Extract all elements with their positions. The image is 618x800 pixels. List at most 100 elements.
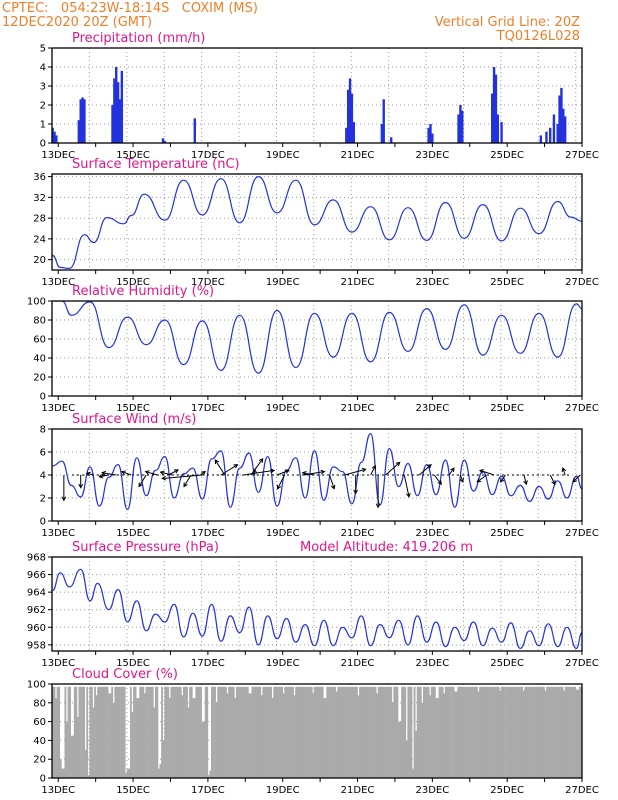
cloud-bar xyxy=(229,686,232,778)
cloud-bar xyxy=(86,686,89,778)
cloud-bar xyxy=(225,686,227,778)
cloud-bar xyxy=(120,686,123,778)
cloud-bar xyxy=(84,749,87,778)
y-tick-label: 40 xyxy=(33,736,46,747)
panel-pressure: Surface Pressure (hPa) Model Altitude: 41… xyxy=(27,540,599,669)
cloud-bar xyxy=(564,686,567,778)
cloud-bar xyxy=(407,686,410,778)
cloud-bar xyxy=(196,686,199,778)
cloud-bar xyxy=(493,686,495,778)
cloud-bar xyxy=(139,686,142,778)
wind-vector-head xyxy=(437,480,442,486)
cloud-bar xyxy=(246,686,249,778)
cloud-bar xyxy=(572,686,575,778)
precip-bar xyxy=(459,105,462,143)
precip-bar xyxy=(113,78,116,143)
cloud-bar xyxy=(369,686,372,778)
cloud-bar xyxy=(525,686,528,778)
cloud-bar xyxy=(281,686,284,778)
cloud-bar xyxy=(237,686,240,778)
wind-vector-head xyxy=(406,492,411,498)
cloud-bar xyxy=(249,693,252,778)
panel-content xyxy=(52,686,582,778)
precip-bar xyxy=(390,137,393,143)
cloud-bar xyxy=(443,693,446,778)
cloud-bar xyxy=(87,775,90,778)
cloud-bar xyxy=(452,686,455,778)
series-line xyxy=(52,175,582,270)
cloud-bar xyxy=(97,686,100,778)
precip-bar xyxy=(549,127,552,143)
cloud-bar xyxy=(536,686,539,778)
cloud-bar xyxy=(435,698,438,778)
cloud-bar xyxy=(321,686,324,778)
x-tick-label: 23DEC xyxy=(415,150,449,161)
cloud-bar xyxy=(480,686,483,778)
precip-bar xyxy=(55,135,58,143)
x-tick-label: 13DEC xyxy=(41,277,75,288)
cloud-bar xyxy=(126,768,129,778)
precip-bar xyxy=(83,99,86,143)
x-tick-label: 15DEC xyxy=(116,528,150,539)
precip-bar xyxy=(81,97,84,143)
cloud-bar xyxy=(429,695,432,778)
wind-vector-head xyxy=(551,480,556,486)
y-tick-label: 0 xyxy=(40,774,46,785)
cloud-bar xyxy=(471,686,474,778)
x-tick-label: 23DEC xyxy=(415,403,449,414)
precip-bar xyxy=(562,108,565,143)
cloud-bar xyxy=(131,712,134,778)
x-tick-label: 15DEC xyxy=(116,403,150,414)
panel-frame xyxy=(51,428,583,522)
wind-vector xyxy=(102,472,117,476)
cloud-bar xyxy=(302,686,305,778)
cloud-bar xyxy=(161,686,163,778)
cloud-bar xyxy=(285,686,288,778)
panel-annotation: Model Altitude: 419.206 m xyxy=(300,540,473,555)
precip-bar xyxy=(560,87,563,143)
cloud-bar xyxy=(552,686,555,778)
cloud-bar xyxy=(398,721,400,778)
cloud-bar xyxy=(405,740,408,778)
x-tick-label: 17DEC xyxy=(191,277,225,288)
cloud-bar xyxy=(416,686,419,778)
cloud-bar xyxy=(532,686,534,778)
wind-vector xyxy=(99,474,109,478)
precip-bar xyxy=(431,133,434,143)
wind-vector-head xyxy=(395,461,401,467)
wind-vector xyxy=(243,469,275,476)
cloud-bar xyxy=(109,693,112,778)
cloud-bar xyxy=(396,686,399,778)
precip-bar xyxy=(552,114,556,143)
cloud-bar xyxy=(75,686,78,778)
precip-bar xyxy=(382,99,385,143)
panel-title: Surface Temperature (nC) xyxy=(72,157,240,172)
cloud-bar xyxy=(483,686,486,778)
x-tick-label: 17DEC xyxy=(191,658,225,669)
cloud-bar xyxy=(267,686,269,778)
precip-bar xyxy=(116,82,120,143)
cloud-bar xyxy=(310,686,313,778)
wind-vector xyxy=(344,468,366,476)
cloud-bar xyxy=(477,691,480,778)
precip-bar xyxy=(429,124,432,143)
cloud-bar xyxy=(215,702,218,778)
cloud-bar xyxy=(410,686,413,778)
cloud-bar xyxy=(164,686,167,778)
wind-vector-head xyxy=(276,484,282,490)
x-tick-label: 27DEC xyxy=(565,528,599,539)
y-tick-label: 2 xyxy=(40,101,46,112)
cloud-bar xyxy=(52,686,54,778)
panels: Precipitation (mm/h) 0 1 2 3 4 5 13DEC 15DEC 17DE… xyxy=(27,31,599,796)
cloud-bar xyxy=(522,690,525,778)
precip-bar xyxy=(492,67,496,143)
cloud-bar xyxy=(70,735,73,778)
cloud-bar xyxy=(466,686,469,778)
x-tick-label: 13DEC xyxy=(41,785,75,796)
cloud-bar xyxy=(306,686,308,778)
x-tick-label: 25DEC xyxy=(490,277,524,288)
cloud-bar xyxy=(360,686,363,778)
y-tick-label: 0 xyxy=(40,392,46,403)
cloud-bar xyxy=(415,731,418,778)
cloud-bar xyxy=(210,686,213,778)
